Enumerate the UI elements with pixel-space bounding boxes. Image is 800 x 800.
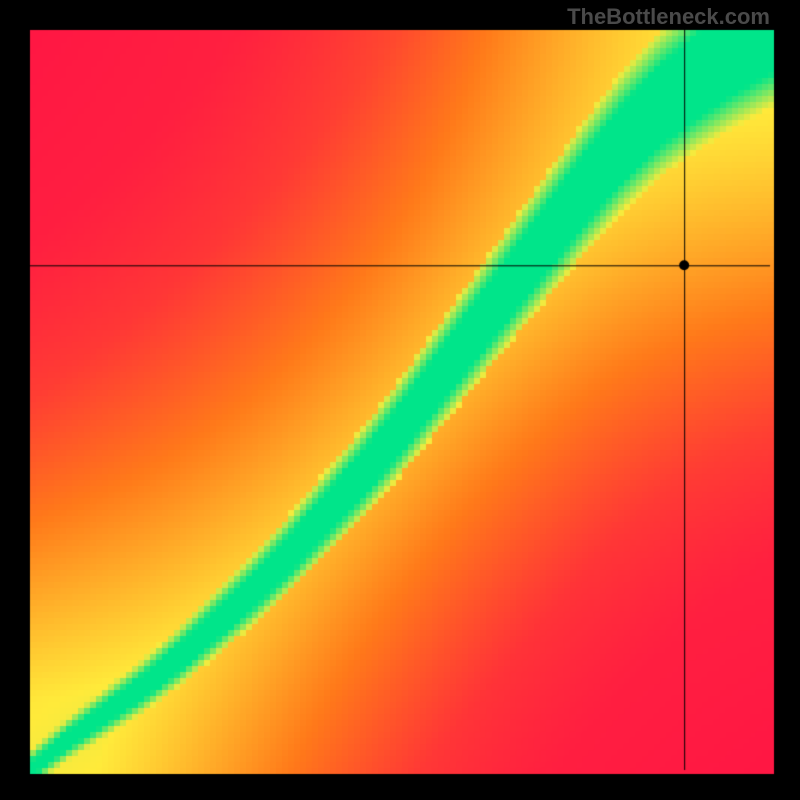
watermark-label: TheBottleneck.com — [567, 4, 770, 30]
chart-container: TheBottleneck.com — [0, 0, 800, 800]
bottleneck-heatmap — [0, 0, 800, 800]
